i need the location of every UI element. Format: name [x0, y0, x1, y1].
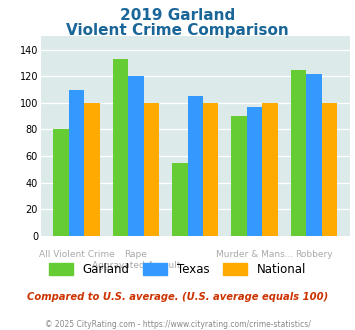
Text: Compared to U.S. average. (U.S. average equals 100): Compared to U.S. average. (U.S. average …: [27, 292, 328, 302]
Text: Rape: Rape: [124, 250, 147, 259]
Text: Aggravated Assault: Aggravated Assault: [92, 261, 180, 270]
Bar: [247, 107, 262, 236]
Text: 2019 Garland: 2019 Garland: [120, 8, 235, 23]
Bar: [69, 89, 84, 236]
Text: All Violent Crime: All Violent Crime: [39, 250, 114, 259]
Bar: [128, 76, 143, 236]
Text: Robbery: Robbery: [295, 250, 333, 259]
Bar: [84, 103, 100, 236]
Bar: [53, 129, 69, 236]
Text: Murder & Mans...: Murder & Mans...: [216, 250, 293, 259]
Legend: Garland, Texas, National: Garland, Texas, National: [44, 258, 311, 281]
Bar: [291, 70, 306, 236]
Bar: [172, 163, 187, 236]
Bar: [203, 103, 218, 236]
Bar: [322, 103, 337, 236]
Text: Violent Crime Comparison: Violent Crime Comparison: [66, 23, 289, 38]
Bar: [143, 103, 159, 236]
Bar: [113, 59, 128, 236]
Bar: [306, 74, 322, 236]
Bar: [187, 96, 203, 236]
Text: © 2025 CityRating.com - https://www.cityrating.com/crime-statistics/: © 2025 CityRating.com - https://www.city…: [45, 320, 310, 329]
Bar: [231, 116, 247, 236]
Bar: [262, 103, 278, 236]
